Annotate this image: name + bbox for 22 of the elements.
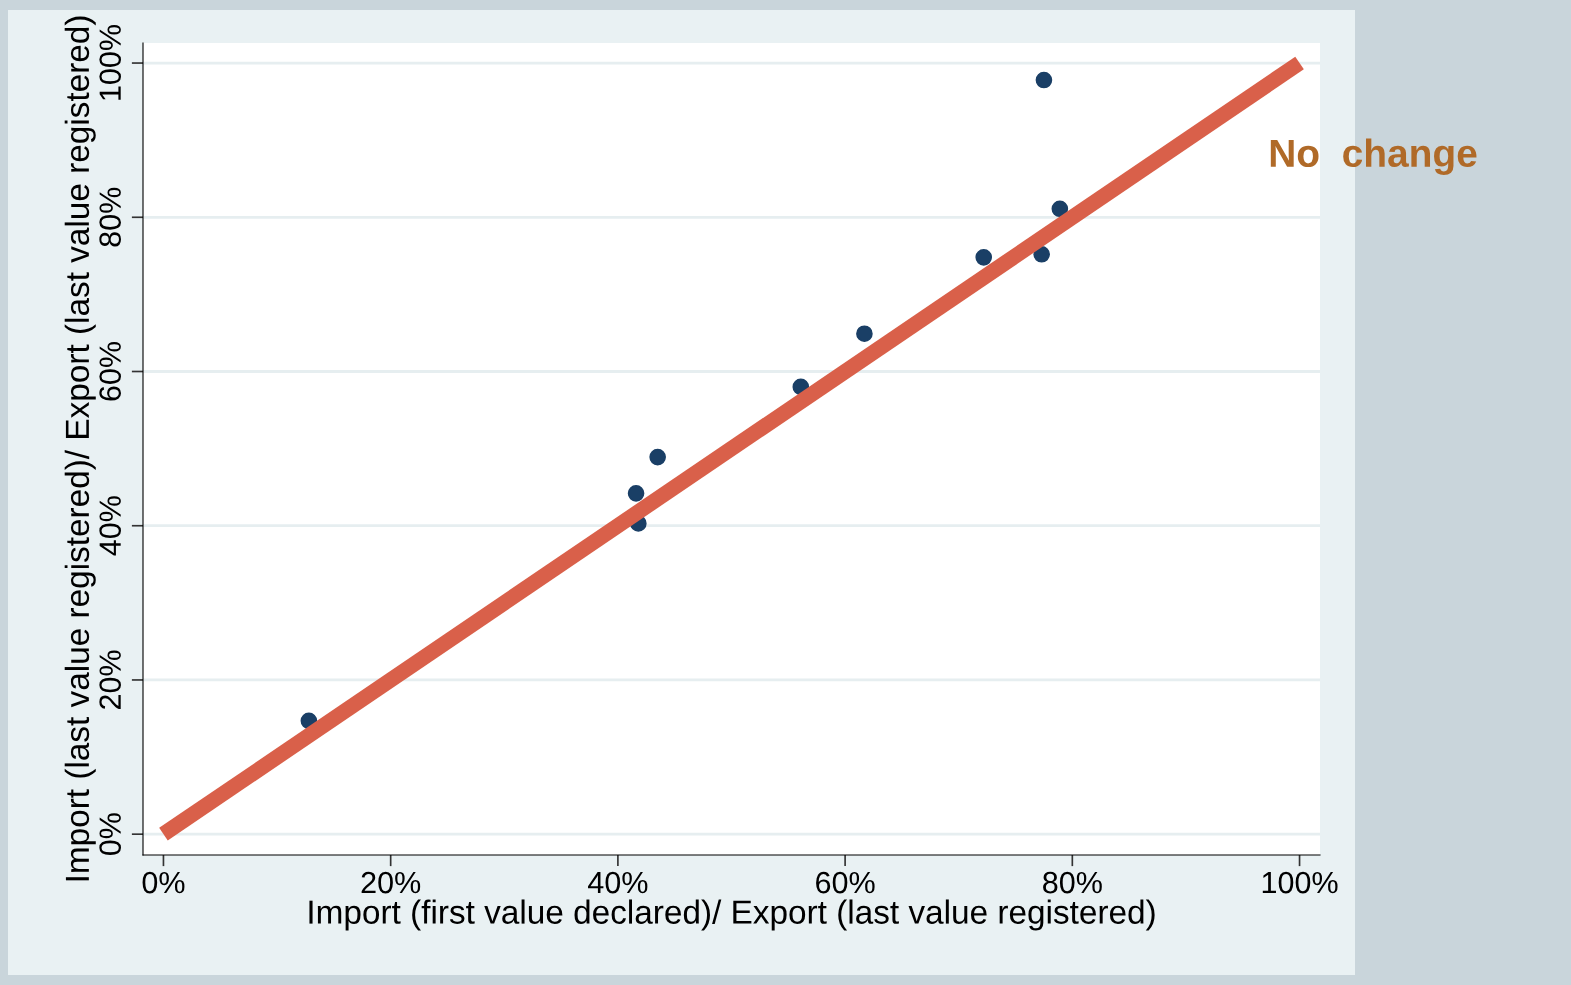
x-tick-label: 60% <box>816 871 875 894</box>
y-tick-label: 20% <box>99 650 121 709</box>
y-tick-label: 80% <box>99 187 121 247</box>
annotation: No change <box>1270 138 1477 175</box>
point <box>856 325 873 343</box>
point <box>627 485 645 502</box>
y-tick-label: 0% <box>99 813 121 856</box>
x-tick-label: 0% <box>142 871 185 894</box>
point <box>1033 245 1050 263</box>
x-tick-label: 20% <box>361 871 421 894</box>
y-axis-title: Import (last value registered)/ Export (last value registered) <box>64 16 96 881</box>
point <box>1051 200 1069 218</box>
x-tick-label: 40% <box>588 871 648 894</box>
point <box>649 448 666 466</box>
point <box>1035 71 1053 89</box>
y-tick-label: 100% <box>99 25 121 100</box>
point <box>975 249 993 266</box>
y-tick-label: 60% <box>99 342 121 401</box>
x-axis-title: Import (first value declared)/ Export (last value registered) <box>309 899 1155 931</box>
x-tick-label: 80% <box>1043 871 1102 894</box>
x-tick-label: 100% <box>1262 871 1338 894</box>
y-tick-label: 40% <box>99 496 121 556</box>
